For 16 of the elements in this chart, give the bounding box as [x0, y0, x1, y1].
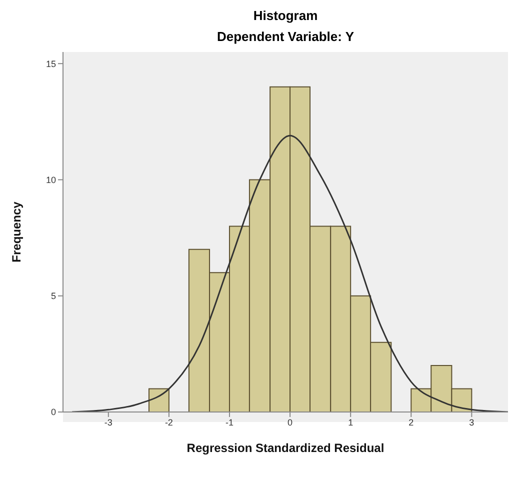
x-tick-label: -1: [225, 417, 234, 428]
y-tick-label: 15: [46, 58, 56, 69]
line-series: [71, 134, 508, 412]
x-tick-label: 2: [408, 417, 414, 428]
y-axis-title: Frequency: [9, 201, 24, 262]
chart-subtitle: Dependent Variable: Y: [216, 29, 356, 44]
x-tick-label: 3: [469, 417, 474, 428]
y-tick-label: 10: [46, 174, 56, 185]
chart-title: Histogram: [252, 8, 319, 23]
x-tick-label: 1: [348, 417, 354, 428]
y-tick-label: 0: [50, 407, 56, 418]
y-tick-label: 5: [50, 291, 56, 302]
x-tick-label: 0: [288, 417, 293, 428]
x-tick-label: -2: [164, 417, 173, 428]
x-axis-title: Regression Standardized Residual: [186, 441, 384, 455]
x-tick-label: -3: [104, 417, 112, 428]
